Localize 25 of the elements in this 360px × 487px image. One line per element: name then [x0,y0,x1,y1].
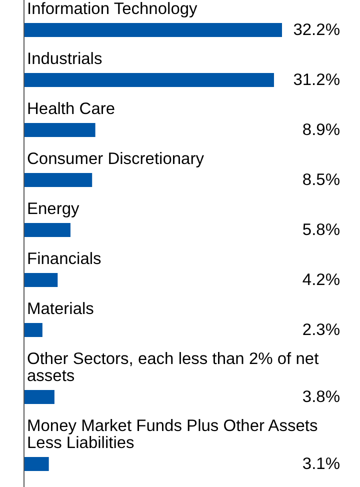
y-tick-label: Money Market Funds Plus Other Assets Less Liabilities [27,417,318,452]
data-label: 2.3% [302,321,340,339]
data-label: 8.9% [302,121,340,139]
y-tick-label: Energy [27,200,80,218]
data-label: 31.2% [293,71,340,89]
y-tick-label: Financials [27,250,102,268]
y-tick-label: Industrials [27,50,102,68]
bar [24,173,92,187]
data-label: 4.2% [302,271,340,289]
data-label: 32.2% [293,21,340,39]
y-tick-label: Materials [27,300,94,318]
bar [24,123,96,137]
data-label: 8.5% [302,171,340,189]
bar [24,323,42,337]
bar [24,73,274,87]
data-label: 3.1% [302,455,340,473]
y-tick-label: Other Sectors, each less than 2% of net assets [27,350,320,385]
bar [24,223,70,237]
bar [24,273,58,287]
y-tick-label: Information Technology [27,0,198,18]
data-label: 3.8% [302,388,340,406]
data-label: 5.8% [302,221,340,239]
y-tick-label: Consumer Discretionary [27,150,205,168]
y-tick-label: Health Care [27,100,116,118]
bar [24,23,282,37]
